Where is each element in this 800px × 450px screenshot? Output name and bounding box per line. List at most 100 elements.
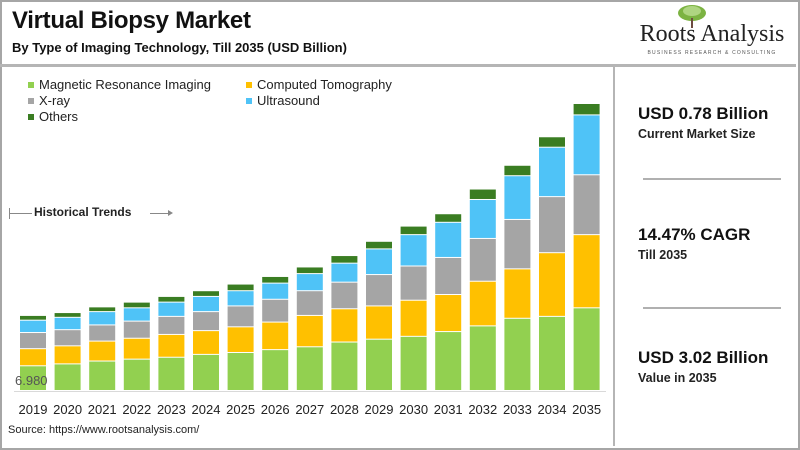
page-title: Virtual Biopsy Market — [12, 7, 251, 34]
bar-segment-others-2031 — [435, 214, 462, 222]
panel-divider — [613, 67, 615, 446]
bar-segment-computed-tomography-2029 — [366, 306, 392, 339]
x-tick-label: 2032 — [468, 402, 497, 417]
bar-segment-magnetic-resonance-imaging-2031 — [435, 332, 462, 390]
bar-segment-ultrasound-2023 — [158, 302, 185, 316]
source-note: Source: https://www.rootsanalysis.com/ — [8, 424, 200, 436]
bar-segment-others-2019 — [20, 315, 46, 320]
stat-2035-value: USD 3.02 Billion Value in 2035 — [638, 348, 768, 385]
data-label: 6.980 — [15, 373, 48, 388]
x-tick-label: 2020 — [53, 402, 82, 417]
bar-segment-computed-tomography-2031 — [435, 295, 462, 332]
bar-segment-x-ray-2027 — [296, 291, 323, 315]
bar-segment-ultrasound-2030 — [400, 235, 427, 266]
bar-segment-others-2034 — [539, 137, 565, 147]
bar-segment-others-2028 — [331, 256, 358, 263]
bar-segment-others-2027 — [296, 267, 323, 274]
bar-segment-x-ray-2035 — [573, 175, 600, 235]
legend-label: Others — [39, 109, 79, 124]
legend-item-ultrasound: Ultrasound — [246, 93, 320, 109]
x-tick-label: 2025 — [226, 402, 255, 417]
header: Virtual Biopsy Market By Type of Imaging… — [0, 0, 796, 67]
bar-segment-ultrasound-2028 — [331, 263, 358, 282]
stat-label: Till 2035 — [638, 248, 688, 262]
stat-value: USD 0.78 Billion — [638, 104, 769, 123]
bar-segment-x-ray-2019 — [20, 333, 46, 349]
historical-trends-annotation: Historical Trends — [8, 205, 178, 221]
bar-segment-x-ray-2030 — [400, 266, 427, 300]
bar-segment-computed-tomography-2033 — [504, 269, 531, 318]
bar-segment-magnetic-resonance-imaging-2023 — [158, 357, 185, 390]
bar-segment-magnetic-resonance-imaging-2020 — [54, 364, 81, 390]
legend-item-others: Others — [28, 109, 78, 125]
bar-segment-computed-tomography-2023 — [158, 334, 185, 357]
bar-segment-computed-tomography-2030 — [400, 300, 427, 336]
x-tick-label: 2035 — [572, 402, 601, 417]
bar-segment-ultrasound-2025 — [227, 291, 254, 306]
x-tick-label: 2028 — [330, 402, 359, 417]
bar-segment-others-2024 — [193, 291, 219, 296]
bar-segment-computed-tomography-2022 — [123, 338, 150, 359]
roots-analysis-logo: Roots Analysis BUSINESS RESEARCH & CONSU… — [632, 4, 792, 60]
x-tick-label: 2019 — [19, 402, 48, 417]
bar-segment-ultrasound-2022 — [123, 308, 150, 321]
bracket-tick — [9, 208, 10, 219]
bar-segment-magnetic-resonance-imaging-2028 — [331, 342, 358, 390]
stat-value: USD 3.02 Billion — [638, 348, 769, 367]
legend-label: Computed Tomography — [257, 77, 392, 92]
bar-segment-ultrasound-2024 — [193, 296, 219, 312]
bar-segment-others-2023 — [158, 296, 185, 302]
legend-label: X-ray — [39, 93, 71, 108]
x-tick-label: 2029 — [365, 402, 394, 417]
legend-item-xray: X-ray — [28, 93, 70, 109]
bar-segment-magnetic-resonance-imaging-2034 — [539, 316, 565, 390]
legend-label: Ultrasound — [257, 93, 320, 108]
bar-segment-x-ray-2028 — [331, 282, 358, 309]
bar-segment-magnetic-resonance-imaging-2029 — [366, 339, 392, 390]
bar-segment-x-ray-2021 — [89, 325, 116, 341]
bar-segment-ultrasound-2032 — [469, 199, 496, 238]
bar-segment-computed-tomography-2032 — [469, 281, 496, 326]
logo-tagline: BUSINESS RESEARCH & CONSULTING — [647, 50, 777, 56]
x-tick-label: 2024 — [192, 402, 221, 417]
bar-segment-others-2035 — [573, 104, 600, 115]
bar-segment-ultrasound-2020 — [54, 317, 81, 330]
bar-segment-ultrasound-2031 — [435, 222, 462, 257]
stat-value: 14.47% CAGR — [638, 225, 751, 244]
bar-segment-computed-tomography-2028 — [331, 309, 358, 342]
bar-segment-ultrasound-2033 — [504, 176, 531, 219]
page-subtitle: By Type of Imaging Technology, Till 2035… — [12, 40, 347, 55]
historical-trends-label: Historical Trends — [34, 205, 132, 219]
bar-segment-others-2025 — [227, 284, 254, 291]
bar-segment-others-2020 — [54, 313, 81, 317]
bar-segment-x-ray-2034 — [539, 197, 565, 253]
bar-segment-magnetic-resonance-imaging-2035 — [573, 308, 600, 390]
tree-icon — [678, 5, 706, 28]
x-tick-label: 2031 — [434, 402, 463, 417]
bar-segment-computed-tomography-2035 — [573, 235, 600, 308]
arrow-right-icon — [168, 210, 173, 216]
bar-segment-x-ray-2024 — [193, 312, 219, 331]
logo-name: Roots Analysis — [639, 21, 785, 47]
legend-item-ct: Computed Tomography — [246, 77, 392, 93]
x-tick-label: 2034 — [538, 402, 567, 417]
bar-segment-ultrasound-2034 — [539, 147, 565, 197]
x-tick-label: 2023 — [157, 402, 186, 417]
bar-segment-magnetic-resonance-imaging-2025 — [227, 352, 254, 390]
bar-segment-others-2030 — [400, 226, 427, 235]
bar-segment-x-ray-2025 — [227, 306, 254, 327]
bar-segment-magnetic-resonance-imaging-2032 — [469, 326, 496, 390]
bar-segment-x-ray-2026 — [262, 299, 289, 322]
bar-segment-ultrasound-2019 — [20, 320, 46, 333]
bar-segment-others-2033 — [504, 165, 531, 176]
bar-segment-x-ray-2023 — [158, 316, 185, 334]
bar-segment-computed-tomography-2024 — [193, 331, 219, 354]
stat-label: Value in 2035 — [638, 371, 717, 385]
bar-segment-ultrasound-2021 — [89, 312, 116, 325]
bar-segment-computed-tomography-2019 — [20, 349, 46, 366]
bar-segment-others-2026 — [262, 276, 289, 283]
legend-label: Magnetic Resonance Imaging — [39, 77, 211, 92]
bar-segment-magnetic-resonance-imaging-2019 — [20, 366, 46, 390]
stat-label: Current Market Size — [638, 127, 756, 141]
bar-segment-x-ray-2032 — [469, 238, 496, 281]
